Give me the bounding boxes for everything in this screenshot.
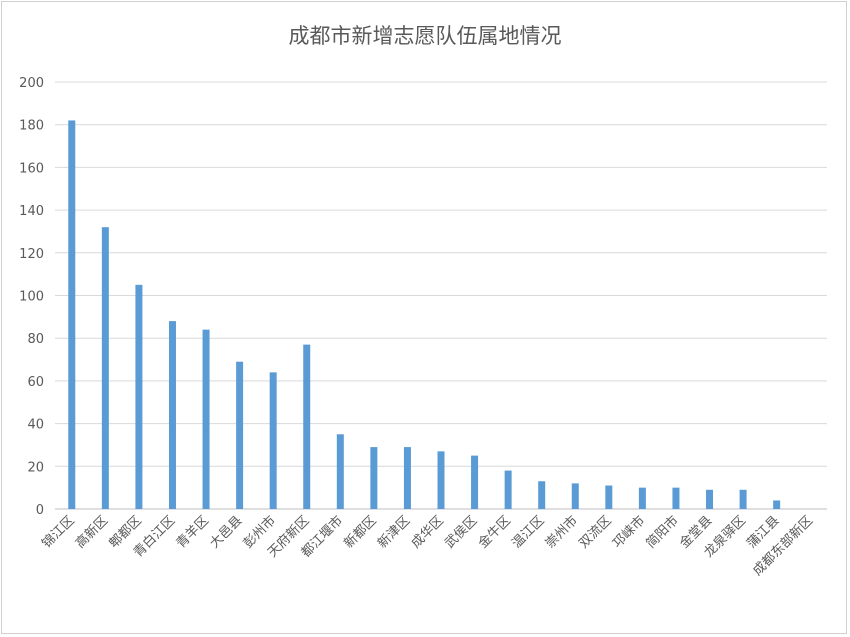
bar (336, 434, 344, 509)
bar (605, 485, 613, 509)
bar (370, 447, 378, 509)
y-tick-label: 200 (19, 76, 44, 91)
x-tick-label: 邛崃市 (609, 513, 648, 552)
x-tick-label: 金牛区 (475, 513, 514, 552)
bar (672, 487, 680, 509)
bar (68, 120, 76, 510)
chart-title: 成都市新增志愿队伍属地情况 (288, 24, 562, 48)
y-tick-label: 100 (19, 290, 44, 305)
x-tick-label: 新都区 (341, 513, 380, 552)
x-tick-label: 崇州市 (542, 513, 581, 552)
y-tick-label: 40 (27, 418, 44, 433)
bar (739, 489, 747, 509)
gridlines (55, 81, 827, 510)
bar (135, 284, 143, 509)
bar (538, 481, 546, 509)
bar (101, 227, 109, 509)
x-axis-labels: 锦江区高新区郫都区青白江区青羊区大邑县彭州市天府新区都江堰市新都区新津区成华区武… (39, 513, 816, 579)
bar (504, 470, 512, 509)
x-tick-label: 成华区 (409, 513, 447, 551)
bar (269, 372, 277, 509)
bar (168, 321, 176, 509)
y-tick-label: 140 (19, 204, 44, 219)
y-tick-label: 60 (27, 375, 44, 390)
x-tick-label: 新津区 (374, 513, 413, 552)
x-tick-label: 锦江区 (39, 513, 77, 551)
bar (403, 447, 411, 509)
bar (773, 500, 781, 509)
bar (437, 451, 445, 509)
bar (571, 483, 579, 509)
x-tick-label: 青羊区 (173, 513, 212, 552)
x-tick-label: 双流区 (576, 513, 614, 551)
bars (68, 120, 781, 510)
x-tick-label: 简阳市 (643, 513, 682, 552)
bar (202, 329, 210, 509)
x-tick-label: 温江区 (509, 513, 547, 551)
bar (471, 455, 479, 509)
y-tick-label: 0 (36, 503, 44, 518)
y-tick-label: 180 (19, 119, 44, 134)
bar (706, 489, 714, 509)
bar (638, 487, 646, 509)
y-tick-label: 120 (19, 247, 44, 262)
x-tick-label: 高新区 (72, 513, 111, 552)
bar (303, 344, 311, 509)
bar (236, 361, 244, 509)
y-tick-label: 80 (27, 332, 44, 347)
y-tick-label: 160 (19, 161, 44, 176)
x-tick-label: 大邑县 (207, 513, 245, 551)
y-axis: 0 20 40 60 80 100 120 140 160 180 200 (19, 76, 44, 518)
x-tick-label: 武侯区 (442, 513, 480, 551)
y-tick-label: 20 (27, 460, 44, 475)
